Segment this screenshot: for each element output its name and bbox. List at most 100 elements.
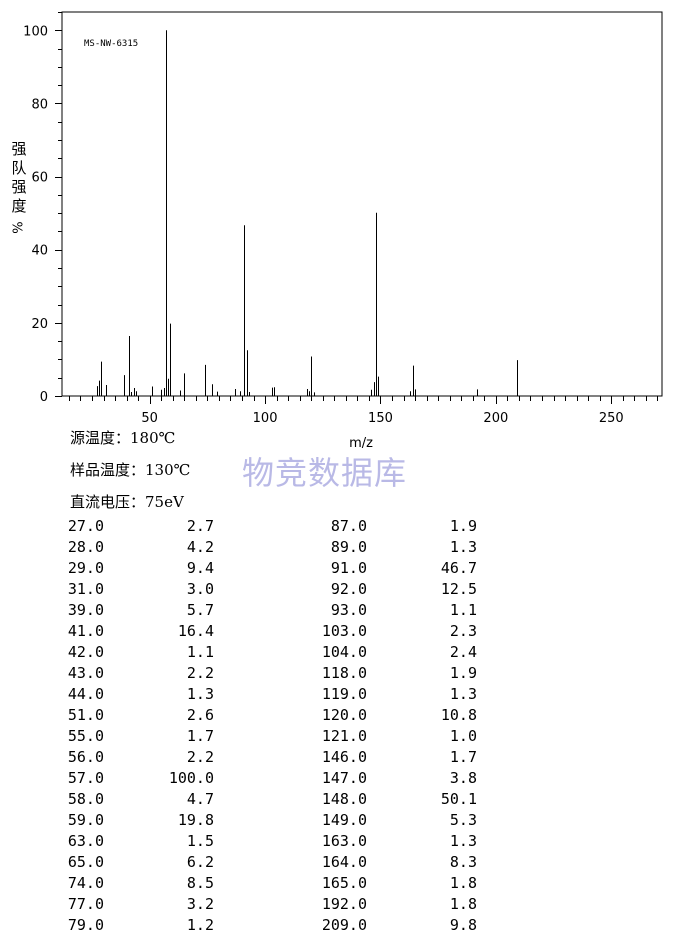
intensity-value: 1.1 (186, 643, 214, 661)
mz-value: 29.0 (67, 559, 104, 577)
mz-value: 59.0 (67, 811, 104, 829)
mz-value: 55.0 (67, 727, 104, 745)
mz-value: 27.0 (67, 517, 104, 535)
intensity-value: 1.3 (186, 685, 214, 703)
mz-value: 147.0 (321, 769, 367, 787)
intensity-value: 1.7 (186, 727, 214, 745)
y-tick-label: 20 (31, 317, 48, 332)
mz-value: 192.0 (321, 895, 367, 913)
mz-value: 28.0 (67, 538, 104, 556)
intensity-value: 1.5 (186, 832, 214, 850)
mz-value: 63.0 (67, 832, 104, 850)
y-axis-label-char: 强 (11, 178, 27, 196)
mz-value: 51.0 (67, 706, 104, 724)
y-tick-label: 80 (31, 97, 48, 112)
mz-value: 44.0 (67, 685, 104, 703)
intensity-value: 2.6 (186, 706, 214, 724)
plot-border (61, 11, 663, 397)
y-axis-label-char: 队 (11, 159, 27, 177)
intensity-value: 1.8 (449, 895, 477, 913)
x-tick-label: 150 (368, 411, 393, 426)
spectrum-code: MS-NW-6315 (84, 39, 138, 49)
mz-value: 56.0 (67, 748, 104, 766)
intensity-value: 2.3 (449, 622, 477, 640)
y-tick-label: 40 (31, 244, 48, 259)
intensity-value: 1.3 (449, 685, 477, 703)
intensity-value: 1.3 (449, 538, 477, 556)
mz-value: 93.0 (330, 601, 367, 619)
intensity-value: 12.5 (440, 580, 477, 598)
y-axis-unit: % (11, 221, 27, 234)
intensity-value: 6.2 (186, 853, 214, 871)
intensity-value: 1.1 (449, 601, 477, 619)
intensity-value: 10.8 (440, 706, 477, 724)
x-tick-label: 200 (483, 411, 508, 426)
mz-value: 74.0 (67, 874, 104, 892)
intensity-value: 2.2 (186, 664, 214, 682)
mz-value: 41.0 (67, 622, 104, 640)
x-tick-label: 100 (253, 411, 278, 426)
y-axis: 0 20 40 60 80 100 (23, 12, 62, 405)
intensity-value: 1.8 (449, 874, 477, 892)
intensity-value: 4.7 (186, 790, 214, 808)
intensity-value: 3.0 (186, 580, 214, 598)
intensity-value: 1.0 (449, 727, 477, 745)
mz-value: 165.0 (321, 874, 367, 892)
y-tick-label: 0 (40, 390, 48, 405)
x-tick-label: 250 (599, 411, 624, 426)
mz-value: 103.0 (321, 622, 367, 640)
mz-value: 91.0 (330, 559, 367, 577)
y-axis-label-char: 度 (11, 197, 27, 215)
intensity-value: 5.3 (449, 811, 477, 829)
mz-value: 57.0 (67, 769, 104, 787)
intensity-value: 2.4 (449, 643, 477, 661)
dc-voltage: 直流电压：75eV (70, 493, 184, 511)
mz-value: 149.0 (321, 811, 367, 829)
intensity-value: 46.7 (440, 559, 477, 577)
mz-value: 65.0 (67, 853, 104, 871)
intensity-value: 16.4 (177, 622, 214, 640)
intensity-value: 2.2 (186, 748, 214, 766)
mz-value: 121.0 (321, 727, 367, 745)
mz-value: 77.0 (67, 895, 104, 913)
y-tick-label: 100 (23, 24, 48, 39)
intensity-value: 50.1 (440, 790, 477, 808)
sample-temperature: 样品温度：130℃ (70, 461, 191, 479)
mz-value: 120.0 (321, 706, 367, 724)
mz-value: 43.0 (67, 664, 104, 682)
mass-spectrum-chart: 0 20 40 60 80 100 50 100 150 200 250 MS-NW-6315 m… (23, 11, 663, 451)
intensity-value: 1.9 (449, 517, 477, 535)
intensity-value: 9.8 (449, 916, 477, 934)
mz-value: 39.0 (67, 601, 104, 619)
intensity-value: 2.7 (186, 517, 214, 535)
y-axis-label: 强 队 强 度 % (8, 140, 30, 237)
mz-value: 104.0 (321, 643, 367, 661)
intensity-value: 3.2 (186, 895, 214, 913)
intensity-value: 3.8 (449, 769, 477, 787)
intensity-value: 1.7 (449, 748, 477, 766)
mz-value: 87.0 (330, 517, 367, 535)
intensity-value: 5.7 (186, 601, 214, 619)
plot-frame (61, 11, 663, 397)
intensity-value: 1.3 (449, 832, 477, 850)
mz-value: 58.0 (67, 790, 104, 808)
y-tick-label: 60 (31, 171, 48, 186)
source-temperature: 源温度：180℃ (70, 429, 176, 447)
watermark: 物竞数据库 (242, 454, 408, 492)
mz-value: 146.0 (321, 748, 367, 766)
intensity-value: 8.5 (186, 874, 214, 892)
mz-value: 31.0 (67, 580, 104, 598)
peak-bars (97, 30, 518, 396)
intensity-value: 19.8 (177, 811, 214, 829)
mz-value: 79.0 (67, 916, 104, 934)
intensity-value: 100.0 (168, 769, 214, 787)
mz-value: 89.0 (330, 538, 367, 556)
mz-value: 209.0 (321, 916, 367, 934)
mz-value: 118.0 (321, 664, 367, 682)
x-tick-label: 50 (141, 411, 158, 426)
intensity-value: 9.4 (186, 559, 214, 577)
mz-value: 42.0 (67, 643, 104, 661)
intensity-value: 1.2 (186, 916, 214, 934)
intensity-value: 4.2 (186, 538, 214, 556)
mz-value: 92.0 (330, 580, 367, 598)
